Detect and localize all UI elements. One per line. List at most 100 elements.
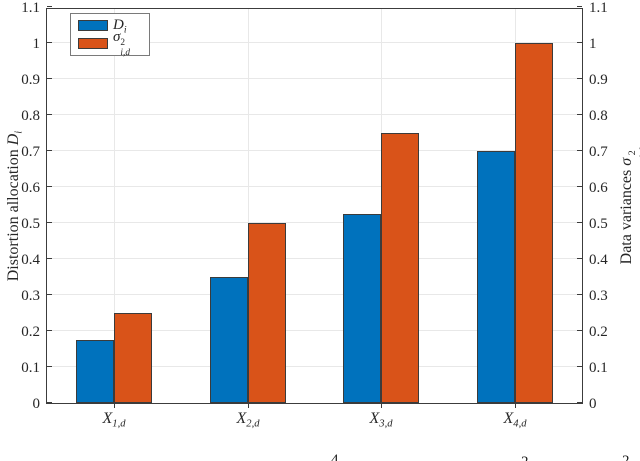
y-tick-left [47, 78, 52, 79]
h-gridline [47, 186, 582, 187]
y-tick-label-left: 1.1 [21, 0, 40, 16]
h-gridline [47, 294, 582, 295]
y-tick-right [577, 402, 582, 403]
h-gridline [47, 114, 582, 115]
x-category-4: X4,d [503, 410, 527, 430]
y-tick-label-right: 0.8 [589, 108, 608, 124]
legend-label-1-base: D [113, 16, 124, 33]
y-axis-label-right: Data variances σ 2 i,d [617, 96, 640, 316]
y-tick-label-left: 0.7 [21, 144, 40, 160]
legend-label-2: σ 2 i,d [113, 28, 130, 58]
y-tick-left [47, 294, 52, 295]
legend-swatch-blue [78, 19, 108, 31]
y-tick-label-right: 0.1 [589, 360, 608, 376]
y-tick-label-left: 0.2 [21, 324, 40, 340]
y-axis-label-left-sub: i [13, 130, 25, 134]
bar-orange-group2 [248, 223, 286, 403]
legend-label: σ 2 i,d [113, 29, 130, 59]
y-tick-label-right: 0.4 [589, 252, 608, 268]
y-tick-label-right: 0.6 [589, 180, 608, 196]
y-tick-right [577, 78, 582, 79]
bar-blue-group3 [343, 214, 381, 403]
x-category-1-sub: 1,d [112, 418, 126, 430]
y-tick-label-right: 1.1 [589, 0, 608, 16]
plot-area [46, 6, 583, 404]
y-tick-right [577, 222, 582, 223]
y-tick-label-left: 0.3 [21, 288, 40, 304]
y-tick-right [577, 114, 582, 115]
y-tick-left [47, 258, 52, 259]
x-tick [248, 404, 249, 408]
caption-fragment-1: 4 [331, 452, 339, 461]
y-tick-label-left: 0.5 [21, 216, 40, 232]
x-category-4-base: X [503, 410, 514, 427]
y-tick-label-right: 0.2 [589, 324, 608, 340]
legend: Di σ 2 i,d [70, 13, 150, 58]
x-category-4-sub: 4,d [513, 418, 527, 430]
v-gridline [248, 9, 249, 403]
x-tick [381, 404, 382, 408]
y-axis-label-left: Distortion allocation Di [4, 96, 25, 316]
h-gridline [47, 42, 582, 43]
bar-blue-group4 [477, 151, 515, 403]
x-category-3-sub: 3,d [379, 418, 393, 430]
y-tick-label-right: 0.3 [589, 288, 608, 304]
bar-blue-group2 [210, 277, 248, 403]
legend-item-Di: Di [71, 16, 149, 35]
y-tick-label-right: 0 [589, 396, 597, 412]
v-gridline [114, 9, 115, 403]
h-gridline [47, 150, 582, 151]
y-tick-right [577, 366, 582, 367]
legend-label-2-base: σ [113, 28, 121, 45]
h-gridline [47, 330, 582, 331]
y-tick-left [47, 222, 52, 223]
caption-fragment-2: 2 [521, 455, 529, 461]
y-tick-label-right: 0.9 [589, 72, 608, 88]
legend-label-2-supsub: 2 i,d [120, 38, 130, 59]
y-tick-left [47, 6, 52, 7]
x-category-3-base: X [369, 410, 380, 427]
y-tick-label-right: 1 [589, 36, 597, 52]
y-tick-left [47, 150, 52, 151]
y-tick-label-left: 0.1 [21, 360, 40, 376]
x-tick [114, 404, 115, 408]
y-tick-left [47, 366, 52, 367]
y-tick-left [47, 330, 52, 331]
y-tick-right [577, 186, 582, 187]
legend-label-2-sub: i,d [120, 47, 130, 58]
legend-label-1: Di [113, 16, 127, 35]
y-tick-left [47, 402, 52, 403]
x-category-2-base: X [236, 410, 247, 427]
x-category-2-sub: 2,d [246, 418, 260, 430]
x-category-2: X2,d [236, 410, 260, 430]
bar-orange-group4 [515, 43, 553, 403]
legend-item-sigma: σ 2 i,d [71, 29, 149, 58]
x-category-1: X1,d [103, 410, 126, 430]
y-tick-label-right: 0.5 [589, 216, 608, 232]
x-tick-label-1: X1,d [69, 410, 159, 434]
y-tick-left [47, 42, 52, 43]
y-axis-label-right-supsub: 2 i,d [627, 148, 640, 158]
y-tick-label-left: 0 [32, 396, 41, 412]
legend-swatch-orange [78, 38, 108, 50]
y-tick-right [577, 6, 582, 7]
y-tick-label-right: 0.7 [589, 144, 608, 160]
x-tick [515, 404, 516, 408]
y-tick-right [577, 294, 582, 295]
bar-blue-group1 [76, 340, 114, 403]
y-tick-right [577, 258, 582, 259]
y-tick-right [577, 330, 582, 331]
y-tick-label-left: 0.9 [21, 72, 40, 88]
x-tick-label-3: X3,d [336, 410, 426, 434]
x-tick-label-2: X2,d [203, 410, 293, 434]
y-tick-label-left: 0.6 [21, 180, 40, 196]
y-tick-left [47, 114, 52, 115]
y-tick-left [47, 186, 52, 187]
legend-label: Di [113, 16, 127, 35]
y-tick-right [577, 42, 582, 43]
y-tick-label-left: 0.8 [21, 108, 40, 124]
h-gridline [47, 258, 582, 259]
y-tick-right [577, 150, 582, 151]
x-category-3: X3,d [369, 410, 393, 430]
